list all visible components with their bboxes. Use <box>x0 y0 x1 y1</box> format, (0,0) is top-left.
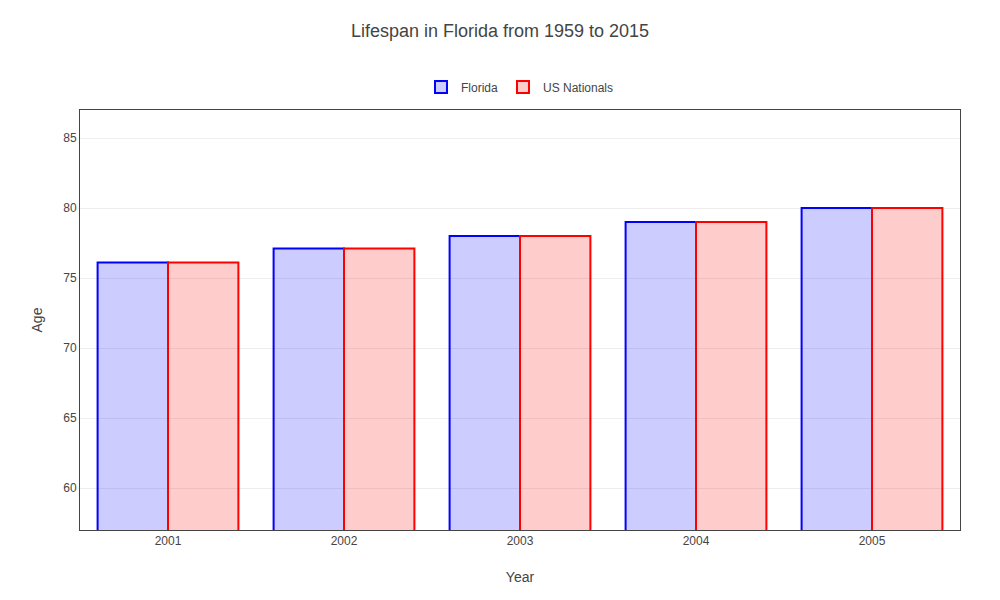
svg-text:60: 60 <box>63 481 77 495</box>
svg-text:2001: 2001 <box>155 534 182 548</box>
svg-text:2003: 2003 <box>507 534 534 548</box>
svg-text:75: 75 <box>63 271 77 285</box>
svg-text:Age: Age <box>29 307 45 332</box>
svg-text:80: 80 <box>63 201 77 215</box>
svg-text:2004: 2004 <box>683 534 710 548</box>
svg-text:Year: Year <box>506 569 535 585</box>
svg-text:US Nationals: US Nationals <box>543 81 613 95</box>
svg-text:65: 65 <box>63 411 77 425</box>
svg-text:Lifespan in Florida from 1959: Lifespan in Florida from 1959 to 2015 <box>351 21 649 41</box>
svg-text:70: 70 <box>63 341 77 355</box>
svg-text:85: 85 <box>63 131 77 145</box>
svg-text:2002: 2002 <box>331 534 358 548</box>
svg-text:Florida: Florida <box>461 81 498 95</box>
svg-text:2005: 2005 <box>859 534 886 548</box>
